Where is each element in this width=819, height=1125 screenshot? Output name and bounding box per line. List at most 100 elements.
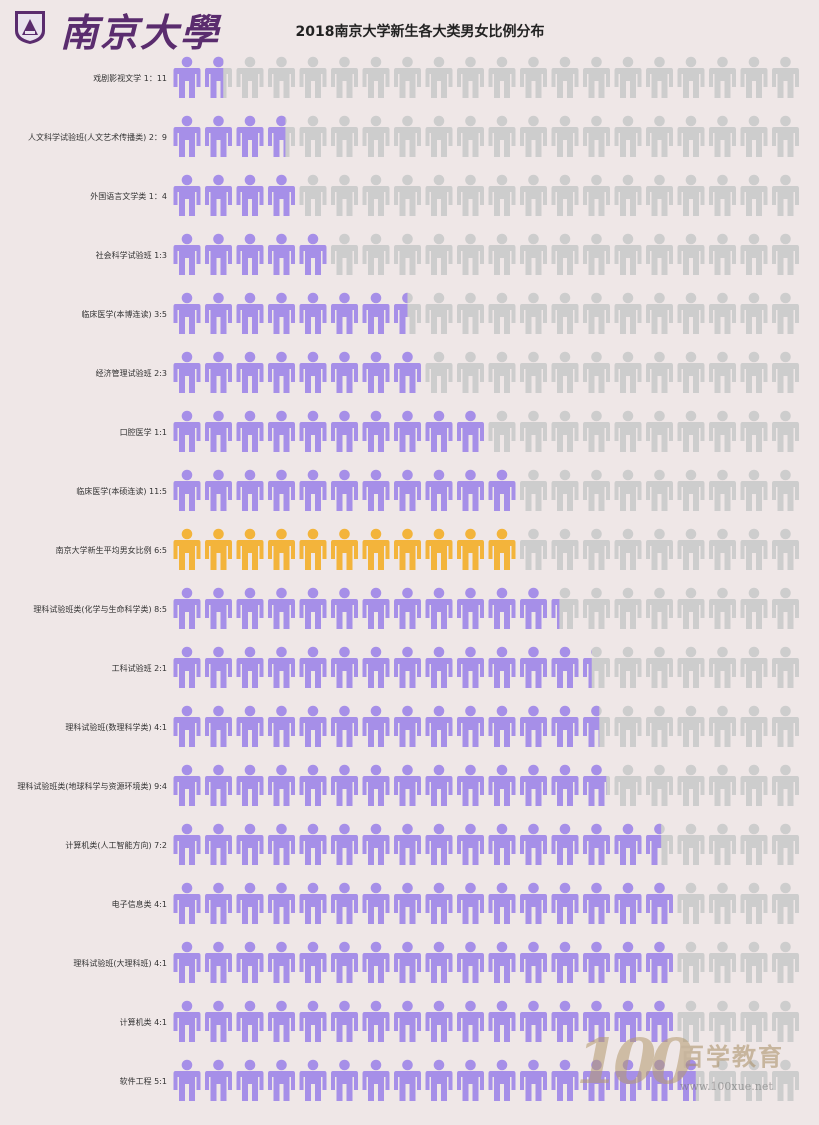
female-person-icon [394,56,421,98]
male-person-icon [236,587,264,629]
male-person-icon [268,882,295,924]
female-person-icon [772,233,799,275]
male-person-icon [173,705,201,747]
female-person-icon [709,174,736,216]
female-person-icon [614,646,642,688]
male-person-icon [299,823,327,865]
female-person-icon [520,174,547,216]
chart-row: 理科试验班类(化学与生命科学类) 8:5 [33,587,799,629]
female-person-icon [772,705,799,747]
male-person-icon [205,528,232,570]
male-person-icon [425,705,453,747]
male-person-icon [268,174,295,216]
row-label: 理科试验班类(地球科学与资源环境类) 9:4 [17,781,167,791]
female-person-icon [394,115,421,157]
male-person-icon [551,823,579,865]
male-person-icon [394,941,421,983]
male-person-icon [394,351,421,393]
female-person-icon [551,233,579,275]
male-person-icon [488,1000,516,1042]
female-person-icon [740,882,768,924]
male-person-icon [299,528,327,570]
chart-row: 南京大学新生平均男女比例 6:5 [56,528,799,570]
male-person-icon [362,292,390,334]
male-person-icon [394,882,421,924]
female-person-icon [772,764,799,806]
male-person-icon [331,410,358,452]
chart-row: 理科试验班(数理科学类) 4:1 [65,705,799,747]
male-person-icon [236,469,264,511]
male-person-icon [457,764,484,806]
row-label: 外国语言文学类 1：4 [90,191,167,201]
male-person-icon [236,823,264,865]
male-person-icon [268,1059,295,1101]
female-person-icon [551,56,579,98]
female-person-icon [425,115,453,157]
male-person-icon [457,646,484,688]
female-person-icon [709,646,736,688]
female-person-icon [772,351,799,393]
male-person-icon [205,469,232,511]
male-person-icon [457,587,484,629]
male-person-icon [299,1059,327,1101]
female-person-icon [646,587,673,629]
male-person-icon [268,410,295,452]
male-person-icon [520,882,547,924]
female-person-icon [772,882,799,924]
male-person-icon [173,115,201,157]
male-person-icon [299,233,327,275]
male-person-icon [362,528,390,570]
female-person-icon [362,56,390,98]
female-person-icon [740,646,768,688]
male-person-icon [362,646,390,688]
male-person-icon [488,469,516,511]
male-person-icon [520,941,547,983]
female-person-icon [677,528,705,570]
male-person-icon [425,1000,453,1042]
female-person-icon [614,115,642,157]
female-person-icon [709,410,736,452]
female-person-icon [709,764,736,806]
male-person-icon [205,646,232,688]
female-person-icon [551,174,579,216]
male-person-icon [457,941,484,983]
male-person-icon [331,587,358,629]
female-person-icon [488,174,516,216]
male-person-icon [299,705,327,747]
male-person-icon [205,292,232,334]
male-person-icon [236,705,264,747]
male-person-icon [551,646,579,688]
male-person-icon [331,351,358,393]
male-person-icon [362,705,390,747]
male-person-icon [205,233,232,275]
row-label: 计算机类(人工智能方向) 7:2 [65,840,167,850]
female-person-icon [772,823,799,865]
chart-row: 社会科学试验班 1:3 [96,233,799,275]
chart-row: 临床医学(本硕连读) 11:5 [76,469,799,511]
female-person-icon [740,764,768,806]
row-label: 工科试验班 2:1 [112,663,167,673]
female-person-icon [709,528,736,570]
male-person-icon [173,1059,201,1101]
female-person-icon [677,469,705,511]
female-person-icon [772,469,799,511]
female-person-icon [551,292,579,334]
chart-row: 临床医学(本博连读) 3:5 [81,292,799,334]
male-person-icon [173,941,201,983]
watermark-logo: 100 [576,1025,693,1098]
female-person-icon [425,233,453,275]
male-person-icon [362,1059,390,1101]
male-person-icon [362,1000,390,1042]
female-person-icon [299,174,327,216]
row-label: 人文科学试验班(人文艺术传播类) 2：9 [28,132,167,142]
female-person-icon [709,292,736,334]
male-person-icon [173,1000,201,1042]
female-person-icon [677,764,705,806]
female-person-icon [425,292,453,334]
female-person-icon [709,351,736,393]
female-person-icon [677,56,705,98]
male-person-icon [457,410,484,452]
male-person-icon [173,410,201,452]
male-person-icon [268,587,295,629]
female-person-icon [677,351,705,393]
